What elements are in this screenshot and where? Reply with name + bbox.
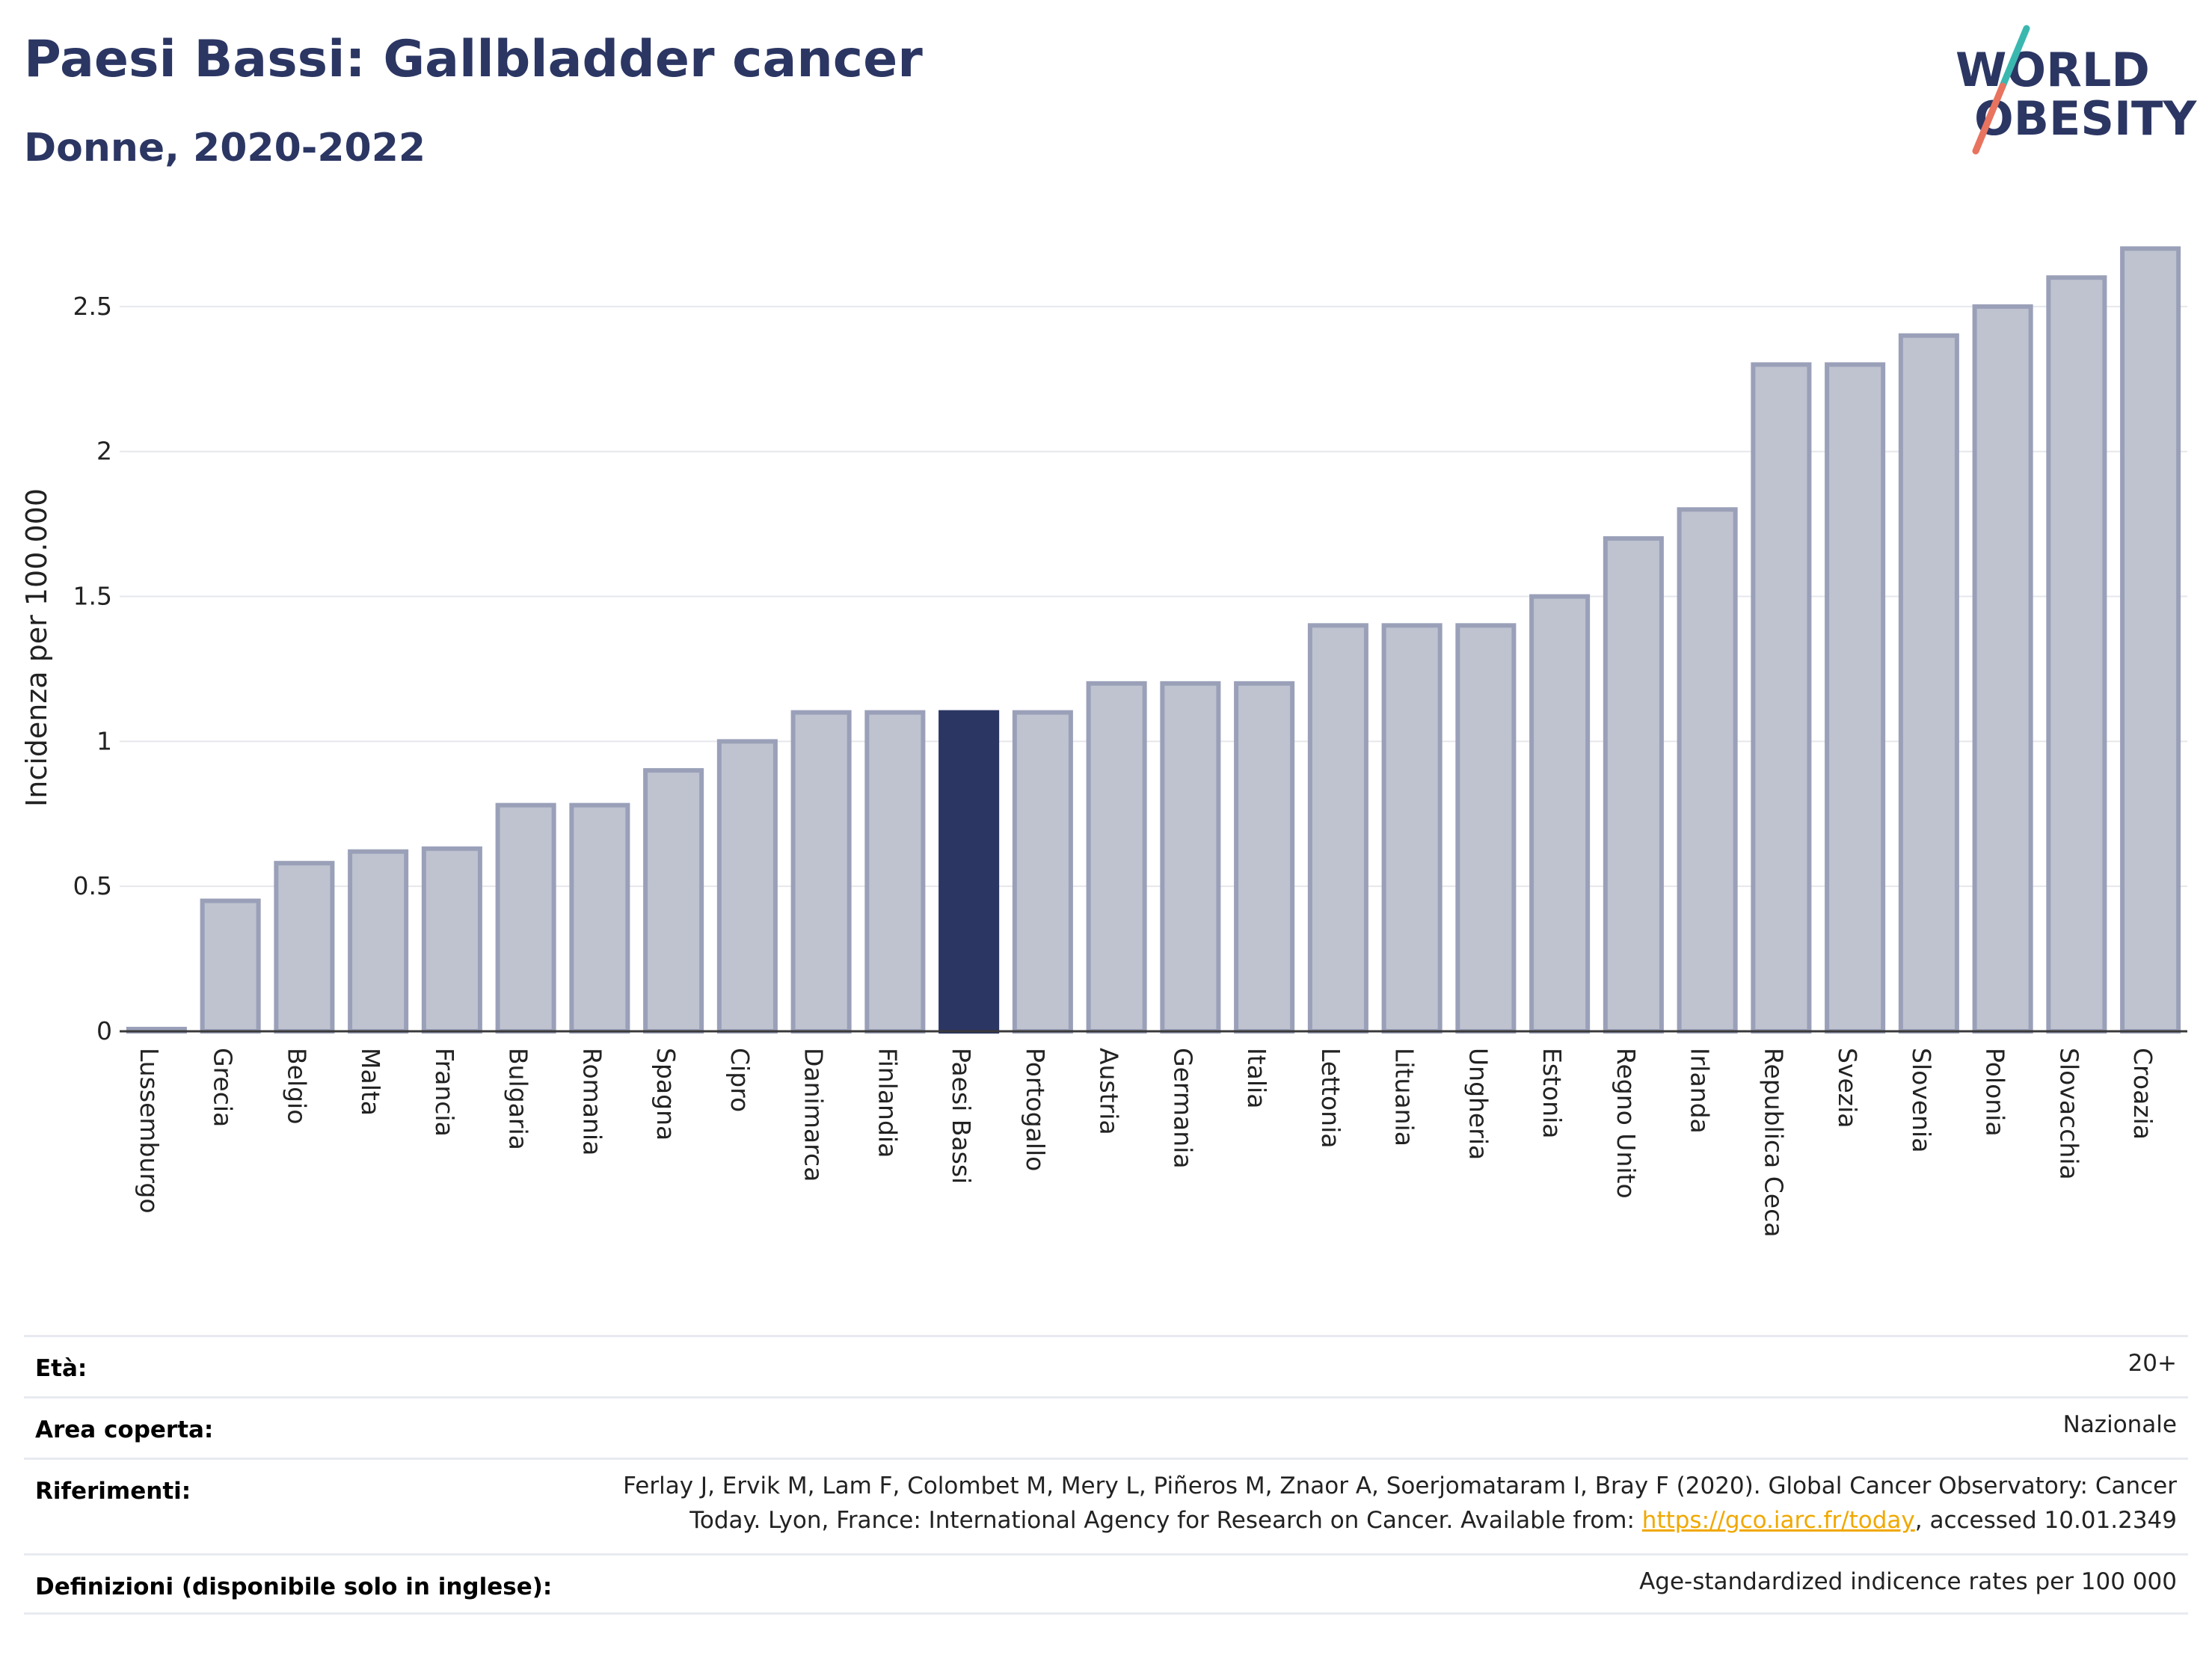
- age-label: Età:: [35, 1355, 87, 1382]
- x-tick-label: Polonia: [1981, 1048, 2010, 1137]
- x-tick-label: Lituania: [1390, 1048, 1419, 1146]
- x-tick-label: Bulgaria: [504, 1048, 533, 1150]
- y-tick-label: 0.5: [73, 871, 112, 900]
- x-tick-label: Malta: [356, 1048, 385, 1116]
- references-link[interactable]: https://gco.iarc.fr/today: [1641, 1507, 1915, 1534]
- x-tick-label: Ungheria: [1463, 1048, 1493, 1160]
- x-tick-label: Austria: [1095, 1048, 1124, 1135]
- logo-slash-coral: [1972, 82, 2006, 155]
- bar-croazia: [2120, 246, 2181, 1034]
- y-tick-label: 2.5: [73, 292, 112, 321]
- bar-austria: [1086, 681, 1147, 1034]
- bar-lettonia: [1307, 623, 1368, 1034]
- x-tick-label: Lettonia: [1316, 1048, 1345, 1148]
- world-obesity-logo: WORLD OBESITY: [1956, 25, 2197, 155]
- bar-regno-unito: [1603, 536, 1664, 1034]
- x-tick-label: Spagna: [651, 1048, 681, 1140]
- bar-francia: [421, 846, 482, 1034]
- info-row-definitions: Definizioni (disponibile solo in inglese…: [24, 1553, 2188, 1615]
- x-tick-label: Italia: [1242, 1048, 1271, 1108]
- bar-danimarca: [790, 710, 852, 1034]
- bar-paesi-bassi: [938, 710, 1000, 1034]
- bar-estonia: [1529, 594, 1591, 1034]
- bar-chart: 0 0.5 1 1.5 2 2.5 Lussemburgo Grecia Belgio Malt…: [20, 246, 2187, 1237]
- x-tick-label: Irlanda: [1686, 1048, 1715, 1134]
- y-axis-label: Incidenza per 100.000: [20, 488, 53, 807]
- references-line-2-end: , accessed 10.01.2349: [1914, 1507, 2177, 1534]
- x-tick-label: Romania: [577, 1048, 606, 1155]
- bar-portogallo: [1012, 710, 1073, 1034]
- bars: [126, 246, 2181, 1034]
- bar-romania: [569, 802, 630, 1034]
- bar-bulgaria: [495, 802, 556, 1034]
- references-value: Ferlay J, Ervik M, Lam F, Colombet M, Me…: [623, 1469, 2177, 1538]
- x-tick-label: Republica Ceca: [1759, 1048, 1788, 1237]
- bar-grecia: [200, 898, 261, 1034]
- x-tick-label: Finlandia: [873, 1048, 902, 1158]
- area-value: Nazionale: [2062, 1411, 2177, 1438]
- x-tick-label: Paesi Bassi: [947, 1048, 976, 1184]
- x-tick-label: Germania: [1168, 1048, 1197, 1169]
- bar-lituania: [1381, 623, 1443, 1034]
- bar-spagna: [643, 768, 704, 1034]
- references-line-1: Ferlay J, Ervik M, Lam F, Colombet M, Me…: [623, 1473, 2177, 1499]
- area-label: Area coperta:: [35, 1416, 214, 1443]
- x-tick-label: Slovacchia: [2054, 1048, 2083, 1180]
- references-label: Riferimenti:: [35, 1478, 191, 1505]
- bar-belgio: [274, 861, 335, 1034]
- x-tick-labels: Lussemburgo Grecia Belgio Malta Francia Bulga…: [135, 1048, 2157, 1237]
- chart-title: Paesi Bassi: Gallbladder cancer: [24, 30, 923, 89]
- bar-slovacchia: [2046, 275, 2107, 1034]
- bar-polonia: [1972, 304, 2033, 1034]
- bar-ungheria: [1455, 623, 1517, 1034]
- logo-slash-teal: [1999, 25, 2030, 90]
- y-tick-label: 2: [96, 437, 112, 466]
- chart-subtitle: Donne, 2020-2022: [24, 126, 426, 171]
- definitions-value: Age-standardized indicence rates per 100…: [1639, 1568, 2177, 1595]
- y-tick-labels: 0 0.5 1 1.5 2 2.5: [73, 292, 112, 1045]
- y-tick-label: 0: [96, 1016, 112, 1045]
- x-tick-label: Grecia: [209, 1048, 238, 1127]
- x-tick-label: Portogallo: [1021, 1048, 1050, 1171]
- bar-italia: [1234, 681, 1295, 1034]
- info-row-age: Età: 20+: [24, 1335, 2188, 1396]
- x-tick-label: Danimarca: [799, 1048, 829, 1182]
- y-tick-label: 1: [96, 726, 112, 755]
- references-line-2-start: Today. Lyon, France: International Agenc…: [689, 1507, 1642, 1534]
- bar-germania: [1160, 681, 1221, 1034]
- x-tick-label: Lussemburgo: [135, 1048, 164, 1214]
- logo-word-1: WORLD: [1956, 43, 2150, 97]
- y-tick-label: 1.5: [73, 582, 112, 611]
- x-tick-label: Croazia: [2128, 1048, 2157, 1140]
- bar-slovenia: [1898, 333, 1959, 1034]
- bar-svezia: [1825, 362, 1886, 1034]
- x-tick-label: Cipro: [725, 1048, 755, 1112]
- x-tick-label: Estonia: [1537, 1048, 1567, 1138]
- x-tick-label: Slovenia: [1907, 1048, 1936, 1152]
- x-tick-label: Svezia: [1833, 1048, 1862, 1129]
- x-tick-label: Regno Unito: [1612, 1048, 1641, 1199]
- info-row-area: Area coperta: Nazionale: [24, 1396, 2188, 1458]
- age-value: 20+: [2127, 1350, 2177, 1377]
- bar-cipro: [716, 739, 778, 1034]
- bar-finlandia: [864, 710, 926, 1034]
- logo-word-2: OBESITY: [1974, 91, 2197, 146]
- x-tick-label: Francia: [430, 1048, 459, 1137]
- definitions-label: Definizioni (disponibile solo in inglese…: [35, 1573, 553, 1600]
- bar-republica-ceca: [1751, 362, 1812, 1034]
- info-row-references: Riferimenti: Ferlay J, Ervik M, Lam F, C…: [24, 1458, 2188, 1553]
- x-tick-label: Belgio: [282, 1048, 311, 1124]
- bar-malta: [348, 849, 409, 1034]
- bar-irlanda: [1677, 507, 1738, 1034]
